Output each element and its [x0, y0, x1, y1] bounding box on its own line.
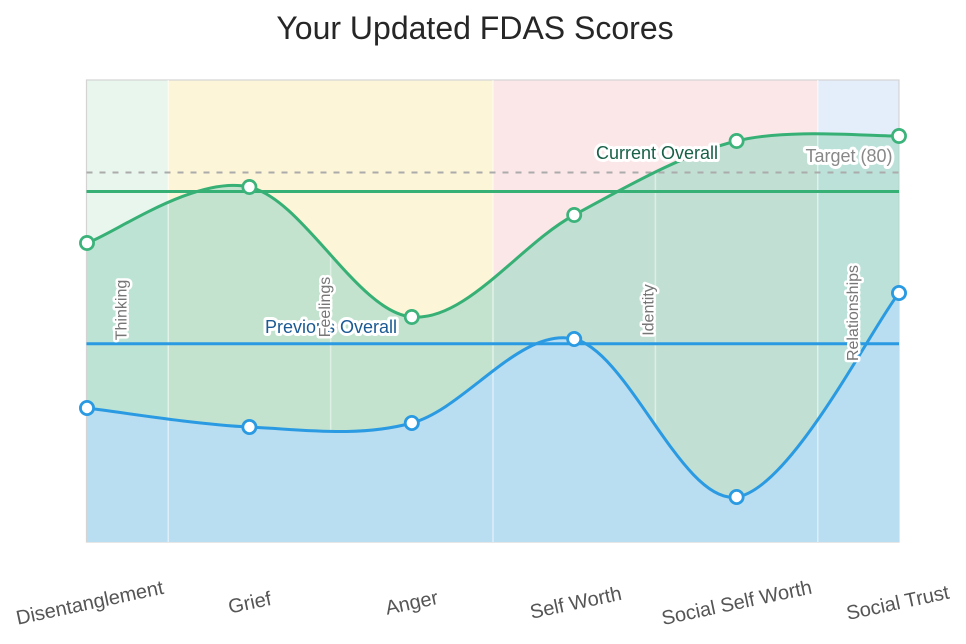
- svg-text:Relationships: Relationships: [845, 265, 862, 361]
- svg-text:Feelings: Feelings: [317, 277, 334, 337]
- svg-text:Thinking: Thinking: [114, 280, 131, 340]
- svg-text:Current Overall: Current Overall: [596, 143, 718, 163]
- svg-text:Identity: Identity: [641, 284, 658, 336]
- svg-text:Your Updated FDAS Scores: Your Updated FDAS Scores: [276, 10, 673, 46]
- svg-text:Target (80): Target (80): [805, 146, 892, 166]
- svg-text:Previous Overall: Previous Overall: [265, 317, 397, 337]
